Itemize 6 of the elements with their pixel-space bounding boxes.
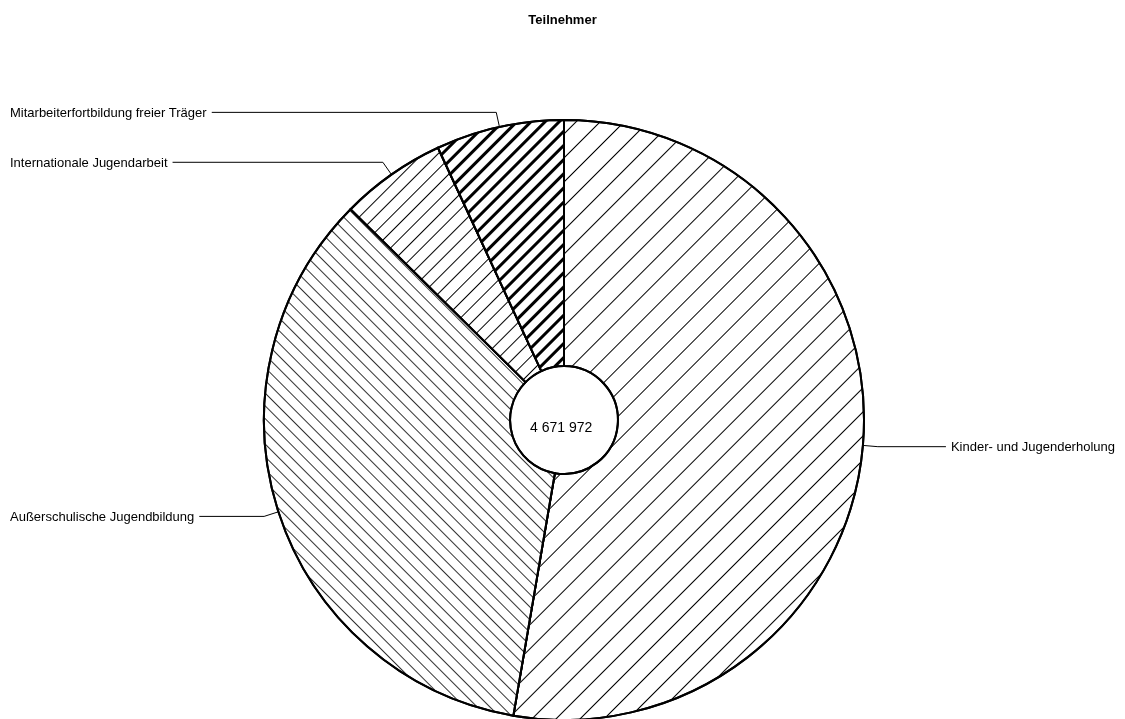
chart-title: Teilnehmer xyxy=(528,12,597,27)
slice-label: Kinder- und Jugenderholung xyxy=(950,439,1115,455)
slice-label: Mitarbeiterfortbildung freier Träger xyxy=(10,104,208,120)
slice-label: Außerschulische Jugendbildung xyxy=(10,508,195,524)
text: 4 671 972 xyxy=(530,419,593,435)
slice-label: Internationale Jugendarbeit xyxy=(10,154,168,170)
